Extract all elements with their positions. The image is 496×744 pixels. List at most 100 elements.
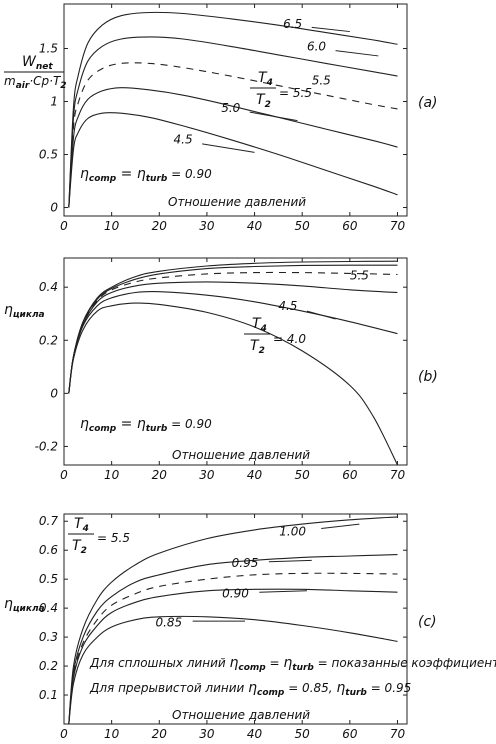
series-line-dashed bbox=[68, 62, 398, 208]
x-tick-label: 40 bbox=[247, 219, 263, 233]
x-tick-label: 10 bbox=[104, 468, 120, 482]
x-axis-label-b: Отношение давлений bbox=[172, 448, 310, 462]
x-ticks-a: 0 10 20 30 40 50 60 70 bbox=[60, 4, 405, 233]
y-tick-label: 0.5 bbox=[39, 148, 58, 162]
ratio-label-a: T4 T2 = 5.5 bbox=[250, 70, 312, 110]
x-tick-label: 0 bbox=[60, 219, 68, 233]
y-tick-label: 0.2 bbox=[39, 659, 58, 673]
y-tick-label: 0.4 bbox=[39, 280, 58, 294]
y-tick-label: 0.7 bbox=[39, 514, 58, 528]
series-label: 5.5 bbox=[312, 73, 331, 87]
y-axis-label-c: ηцикла bbox=[4, 596, 45, 614]
series-line bbox=[68, 260, 398, 394]
series-label-leader bbox=[321, 523, 360, 529]
ylabel-den: mair·Cp·T2 bbox=[4, 74, 67, 91]
series-line bbox=[68, 36, 398, 208]
series-line bbox=[68, 516, 398, 725]
ratio-label-c: T4 T2 = 5.5 bbox=[68, 516, 130, 556]
series-label-leader bbox=[249, 111, 298, 122]
x-tick-label: 10 bbox=[104, 219, 120, 233]
series-label: 0.90 bbox=[222, 587, 249, 601]
y-ticks-c: 0.1 0.2 0.3 0.4 0.5 0.6 0.7 bbox=[39, 514, 407, 702]
series-label-leader bbox=[259, 590, 307, 593]
series-line bbox=[68, 290, 398, 394]
x-ticks-c: 0 10 20 30 40 50 60 70 bbox=[60, 514, 405, 741]
ratio-value: = 5.5 bbox=[97, 531, 130, 545]
y-tick-label: 0.6 bbox=[39, 543, 58, 557]
panel-c: 0 10 20 30 40 50 60 70 0.1 0.2 0.3 0.4 0.5 0.6 0.7 1.… bbox=[4, 513, 496, 741]
y-tick-label: 1.5 bbox=[39, 42, 58, 56]
lines-a: 6.5 6.0 5.5 5.0 4.5 bbox=[68, 11, 398, 208]
y-axis-label-a: Wnet mair·Cp·T2 bbox=[4, 54, 67, 91]
series-line bbox=[68, 87, 398, 208]
ratio-label-b: T4 T2 = 4.0 bbox=[244, 316, 306, 356]
y-tick-label: 1 bbox=[50, 95, 58, 109]
x-tick-label: 60 bbox=[342, 468, 358, 482]
series-line bbox=[68, 615, 398, 725]
y-ticks-b: -0.2 0 0.2 0.4 bbox=[35, 280, 407, 453]
series-label: 0.85 bbox=[155, 616, 182, 630]
x-tick-label: 70 bbox=[390, 468, 406, 482]
series-label: 6.0 bbox=[307, 39, 326, 53]
series-line-dashed bbox=[68, 572, 398, 725]
y-axis-label-b: ηцикла bbox=[4, 302, 45, 320]
x-tick-label: 50 bbox=[295, 468, 311, 482]
ratio-den: T2 bbox=[250, 338, 265, 356]
panel-label-b: (b) bbox=[418, 369, 438, 385]
panel-b: 0 10 20 30 40 50 60 70 -0.2 0 0.2 0.4 5.5 4.5 ηцикл… bbox=[4, 257, 438, 482]
series-line bbox=[68, 302, 398, 466]
ratio-num: T4 bbox=[252, 316, 267, 334]
series-label-leader bbox=[306, 310, 336, 320]
note-solid-lines: Для сплошных линий ηcomp = ηturb = показ… bbox=[89, 655, 496, 673]
panel-label-c: (c) bbox=[418, 614, 437, 630]
x-tick-label: 20 bbox=[152, 468, 168, 482]
ratio-num: T4 bbox=[74, 516, 89, 534]
x-axis-label-c: Отношение давлений bbox=[172, 708, 310, 722]
y-tick-label: -0.2 bbox=[35, 439, 58, 453]
series-line bbox=[68, 112, 398, 208]
x-tick-label: 40 bbox=[247, 727, 263, 741]
x-tick-label: 10 bbox=[104, 727, 120, 741]
x-tick-label: 20 bbox=[152, 219, 168, 233]
series-label-leader bbox=[311, 26, 350, 33]
panel-a: 0 10 20 30 40 50 60 70 0 0.5 1 1.5 6.5 6.0 5.5 5.0 4.5… bbox=[4, 3, 438, 233]
series-label: 4.5 bbox=[174, 133, 193, 147]
y-tick-label: 0 bbox=[50, 201, 58, 215]
series-label: 0.95 bbox=[232, 556, 259, 570]
plot-frame-a bbox=[63, 3, 408, 217]
y-tick-label: 0.3 bbox=[39, 630, 58, 644]
lines-b: 5.5 4.5 bbox=[68, 260, 398, 466]
series-label: 5.0 bbox=[221, 101, 240, 115]
x-tick-label: 50 bbox=[295, 219, 311, 233]
y-tick-label: 0.5 bbox=[39, 572, 58, 586]
x-tick-label: 40 bbox=[247, 468, 263, 482]
ratio-value: = 4.0 bbox=[273, 332, 306, 346]
plot-frame-b bbox=[63, 257, 408, 466]
ylabel-num: Wnet bbox=[22, 54, 53, 72]
eta-label-a: ηcomp = ηturb = 0.90 bbox=[80, 166, 212, 184]
lines-c: 1.00 0.95 0.90 0.85 bbox=[68, 516, 398, 725]
series-label: 4.5 bbox=[278, 299, 297, 313]
series-line bbox=[68, 554, 398, 725]
x-tick-label: 70 bbox=[390, 727, 406, 741]
x-tick-label: 50 bbox=[295, 727, 311, 741]
y-ticks-a: 0 0.5 1 1.5 bbox=[39, 42, 407, 215]
y-tick-label: 0.1 bbox=[39, 688, 58, 702]
x-tick-label: 30 bbox=[199, 219, 215, 233]
x-tick-label: 70 bbox=[390, 219, 406, 233]
panel-label-a: (a) bbox=[418, 95, 438, 111]
x-tick-label: 60 bbox=[342, 219, 358, 233]
x-tick-label: 60 bbox=[342, 727, 358, 741]
series-line bbox=[68, 11, 398, 208]
ratio-value: = 5.5 bbox=[279, 86, 312, 100]
x-tick-label: 30 bbox=[199, 468, 215, 482]
series-label-leader bbox=[202, 143, 255, 153]
note-dashed-line: Для прерывистой линии ηcomp = 0.85, ηtur… bbox=[89, 680, 411, 698]
eta-label-b: ηcomp = ηturb = 0.90 bbox=[80, 416, 212, 434]
y-tick-label: 0.4 bbox=[39, 601, 58, 615]
x-ticks-b: 0 10 20 30 40 50 60 70 bbox=[60, 258, 405, 482]
ratio-den: T2 bbox=[72, 538, 87, 556]
plot-frame-c bbox=[63, 513, 408, 725]
x-tick-label: 0 bbox=[60, 468, 68, 482]
